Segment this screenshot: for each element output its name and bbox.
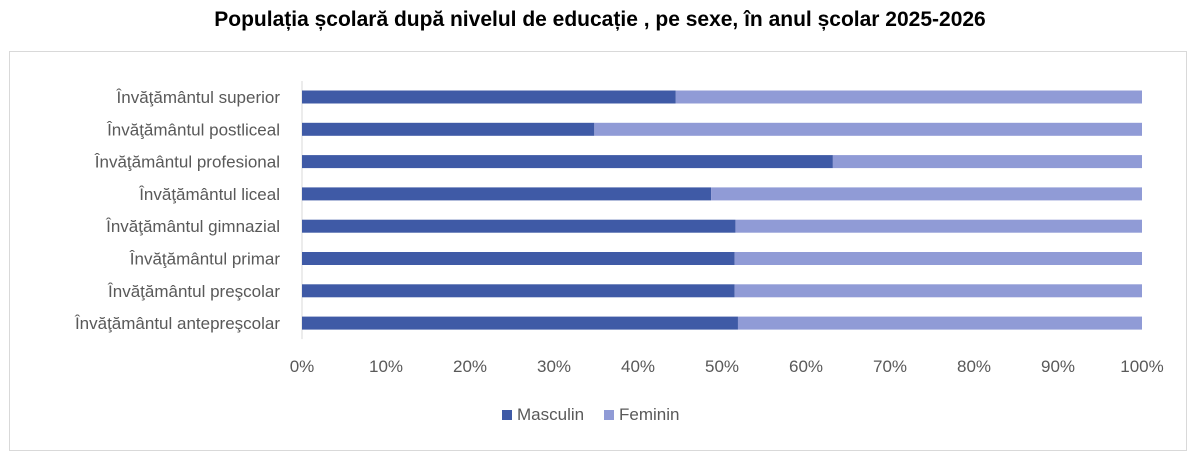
x-tick-label: 60% — [789, 357, 823, 376]
bar-masculin — [302, 252, 735, 265]
bar-feminin — [735, 219, 1142, 233]
bar-feminin — [594, 122, 1142, 136]
x-tick-label: 100% — [1120, 357, 1163, 376]
legend-swatch-masculin — [502, 410, 512, 420]
x-tick-label: 10% — [369, 357, 403, 376]
legend-label-masculin: Masculin — [517, 405, 584, 424]
x-tick-label: 50% — [705, 357, 739, 376]
category-label: Învăţământul postliceal — [106, 120, 280, 139]
category-label: Învăţământul antepreşcolar — [74, 314, 280, 333]
chart-frame — [9, 51, 1187, 451]
category-label: Învăţământul gimnazial — [105, 217, 280, 236]
x-tick-label: 80% — [957, 357, 991, 376]
legend-label-feminin: Feminin — [619, 405, 679, 424]
bar-feminin — [832, 155, 1142, 169]
bar-feminin — [734, 284, 1142, 298]
category-label: Învăţământul liceal — [138, 185, 280, 204]
bar-feminin — [734, 252, 1142, 265]
bar-masculin — [302, 122, 595, 136]
x-tick-label: 0% — [290, 357, 315, 376]
bar-feminin — [711, 187, 1142, 201]
bar-masculin — [302, 187, 712, 201]
category-label: Învăţământul profesional — [94, 153, 280, 172]
bar-masculin — [302, 316, 738, 330]
x-tick-label: 40% — [621, 357, 655, 376]
chart-title: Populația școlară după nivelul de educaț… — [214, 8, 986, 31]
bar-feminin — [737, 316, 1142, 330]
category-label: Învăţământul superior — [116, 88, 281, 107]
x-tick-label: 30% — [537, 357, 571, 376]
bar-masculin — [302, 155, 833, 169]
x-tick-label: 20% — [453, 357, 487, 376]
x-tick-label: 70% — [873, 357, 907, 376]
bar-feminin — [675, 90, 1142, 104]
x-tick-label: 90% — [1041, 357, 1075, 376]
category-label: Învăţământul primar — [129, 250, 281, 269]
legend-swatch-feminin — [604, 410, 614, 420]
bar-masculin — [302, 90, 676, 104]
bar-masculin — [302, 284, 735, 298]
category-label: Învăţământul preşcolar — [107, 282, 280, 301]
bar-masculin — [302, 219, 736, 233]
